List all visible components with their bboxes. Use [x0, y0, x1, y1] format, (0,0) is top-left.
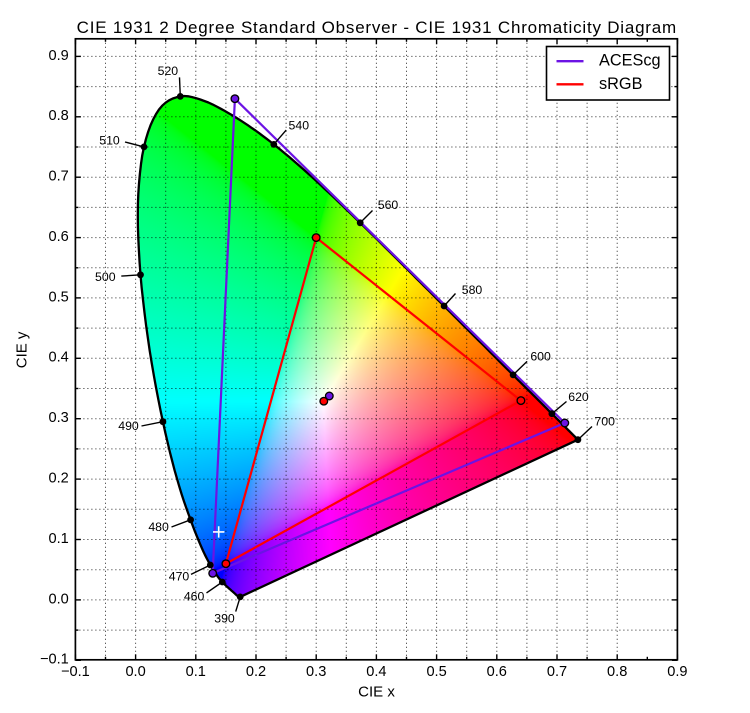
- svg-text:0.2: 0.2: [246, 664, 266, 680]
- svg-text:0.0: 0.0: [125, 664, 145, 680]
- svg-text:sRGB: sRGB: [599, 75, 642, 93]
- svg-text:ACEScg: ACEScg: [599, 52, 661, 70]
- svg-text:560: 560: [378, 198, 399, 212]
- svg-text:0.8: 0.8: [49, 108, 69, 124]
- svg-text:500: 500: [95, 270, 116, 284]
- svg-text:470: 470: [169, 570, 190, 584]
- svg-text:0.9: 0.9: [667, 664, 687, 680]
- svg-text:0.9: 0.9: [49, 48, 69, 64]
- svg-text:480: 480: [148, 520, 169, 534]
- svg-text:CIE 1931 2 Degree Standard Obs: CIE 1931 2 Degree Standard Observer - CI…: [77, 18, 677, 37]
- svg-text:0.8: 0.8: [607, 664, 627, 680]
- svg-text:580: 580: [462, 283, 483, 297]
- svg-text:0.6: 0.6: [49, 229, 69, 245]
- svg-text:0.4: 0.4: [366, 664, 386, 680]
- svg-text:460: 460: [184, 590, 205, 604]
- svg-text:0.2: 0.2: [49, 471, 69, 487]
- svg-text:520: 520: [158, 64, 179, 78]
- svg-text:0.1: 0.1: [186, 664, 206, 680]
- svg-text:0.1: 0.1: [49, 531, 69, 547]
- svg-text:0.3: 0.3: [49, 410, 69, 426]
- svg-text:−0.1: −0.1: [40, 652, 69, 668]
- svg-text:390: 390: [214, 612, 235, 626]
- svg-text:−0.1: −0.1: [61, 664, 90, 680]
- svg-text:540: 540: [289, 119, 310, 133]
- svg-text:0.0: 0.0: [49, 591, 69, 607]
- svg-text:0.5: 0.5: [49, 289, 69, 305]
- svg-text:0.6: 0.6: [487, 664, 507, 680]
- svg-text:510: 510: [99, 134, 120, 148]
- svg-text:CIE y: CIE y: [14, 331, 31, 368]
- svg-text:0.7: 0.7: [49, 169, 69, 185]
- svg-text:0.3: 0.3: [306, 664, 326, 680]
- svg-text:CIE x: CIE x: [358, 683, 395, 700]
- svg-text:0.7: 0.7: [547, 664, 567, 680]
- svg-text:700: 700: [594, 414, 615, 428]
- svg-text:600: 600: [530, 349, 551, 363]
- svg-text:0.4: 0.4: [49, 350, 69, 366]
- svg-text:620: 620: [568, 390, 589, 404]
- svg-text:490: 490: [118, 419, 139, 433]
- svg-text:0.5: 0.5: [426, 664, 446, 680]
